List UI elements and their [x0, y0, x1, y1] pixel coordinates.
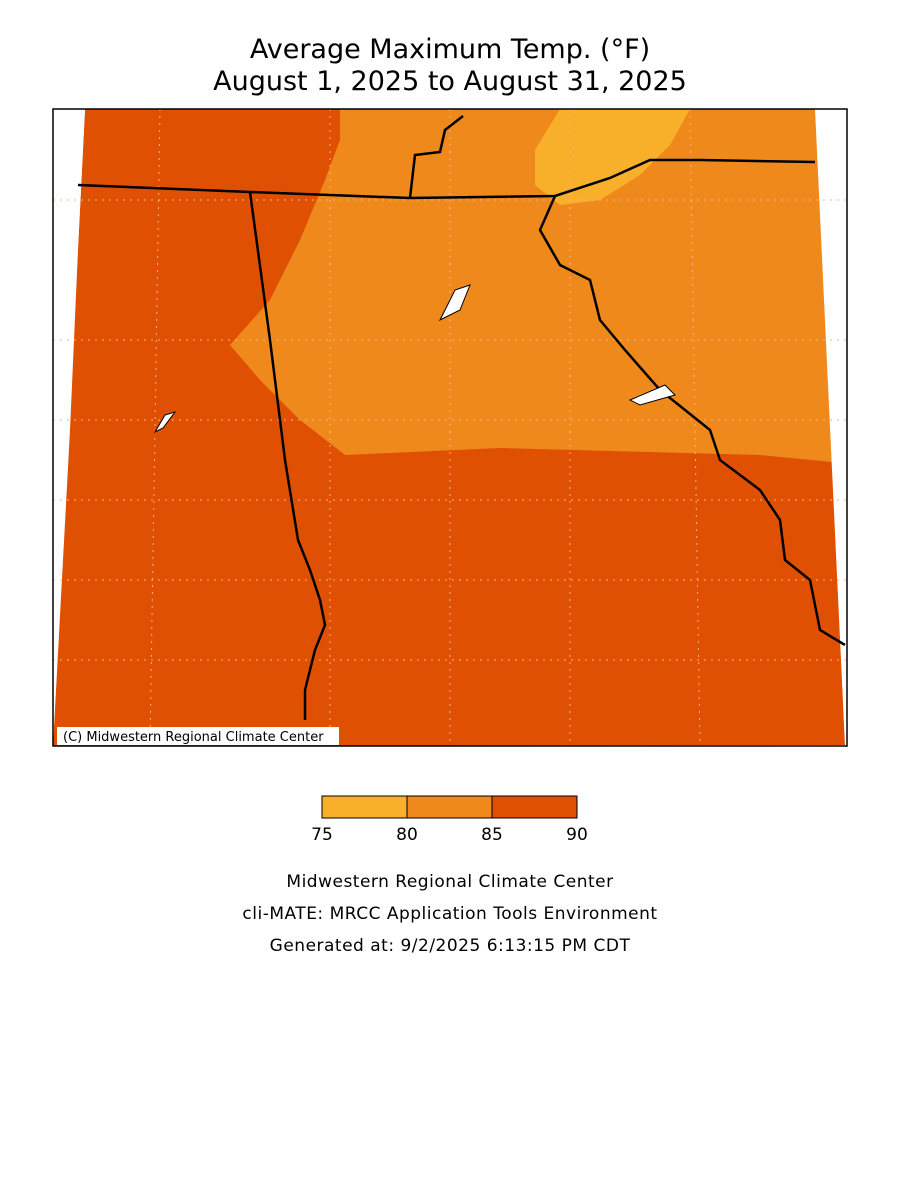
legend-tick-label: 75 [311, 825, 333, 845]
footer-line: Midwestern Regional Climate Center [286, 872, 613, 892]
legend-swatch [491, 795, 578, 819]
state-borders [77, 115, 846, 720]
title-line-1: Average Maximum Temp. (°F) [250, 34, 650, 65]
legend-tick-label: 90 [566, 825, 588, 845]
footer-line: cli-MATE: MRCC Application Tools Environ… [242, 904, 657, 924]
outside-right [815, 109, 847, 746]
outside-left [53, 109, 85, 746]
credit-box [57, 727, 339, 745]
legend-swatch [406, 795, 493, 819]
title-line-2: August 1, 2025 to August 31, 2025 [213, 66, 687, 97]
legend-swatch [321, 795, 408, 819]
map: (C) Midwestern Regional Climate Center [52, 108, 848, 747]
credit: (C) Midwestern Regional Climate Center [63, 730, 324, 745]
legend-tick-label: 85 [481, 825, 503, 845]
map-frame [52, 108, 848, 747]
legend: 75 80 85 90 [311, 795, 588, 845]
footer-line: Generated at: 9/2/2025 6:13:15 PM CDT [270, 936, 631, 956]
region-75-80 [535, 109, 690, 205]
legend-tick-label: 80 [396, 825, 418, 845]
grid [53, 109, 847, 746]
